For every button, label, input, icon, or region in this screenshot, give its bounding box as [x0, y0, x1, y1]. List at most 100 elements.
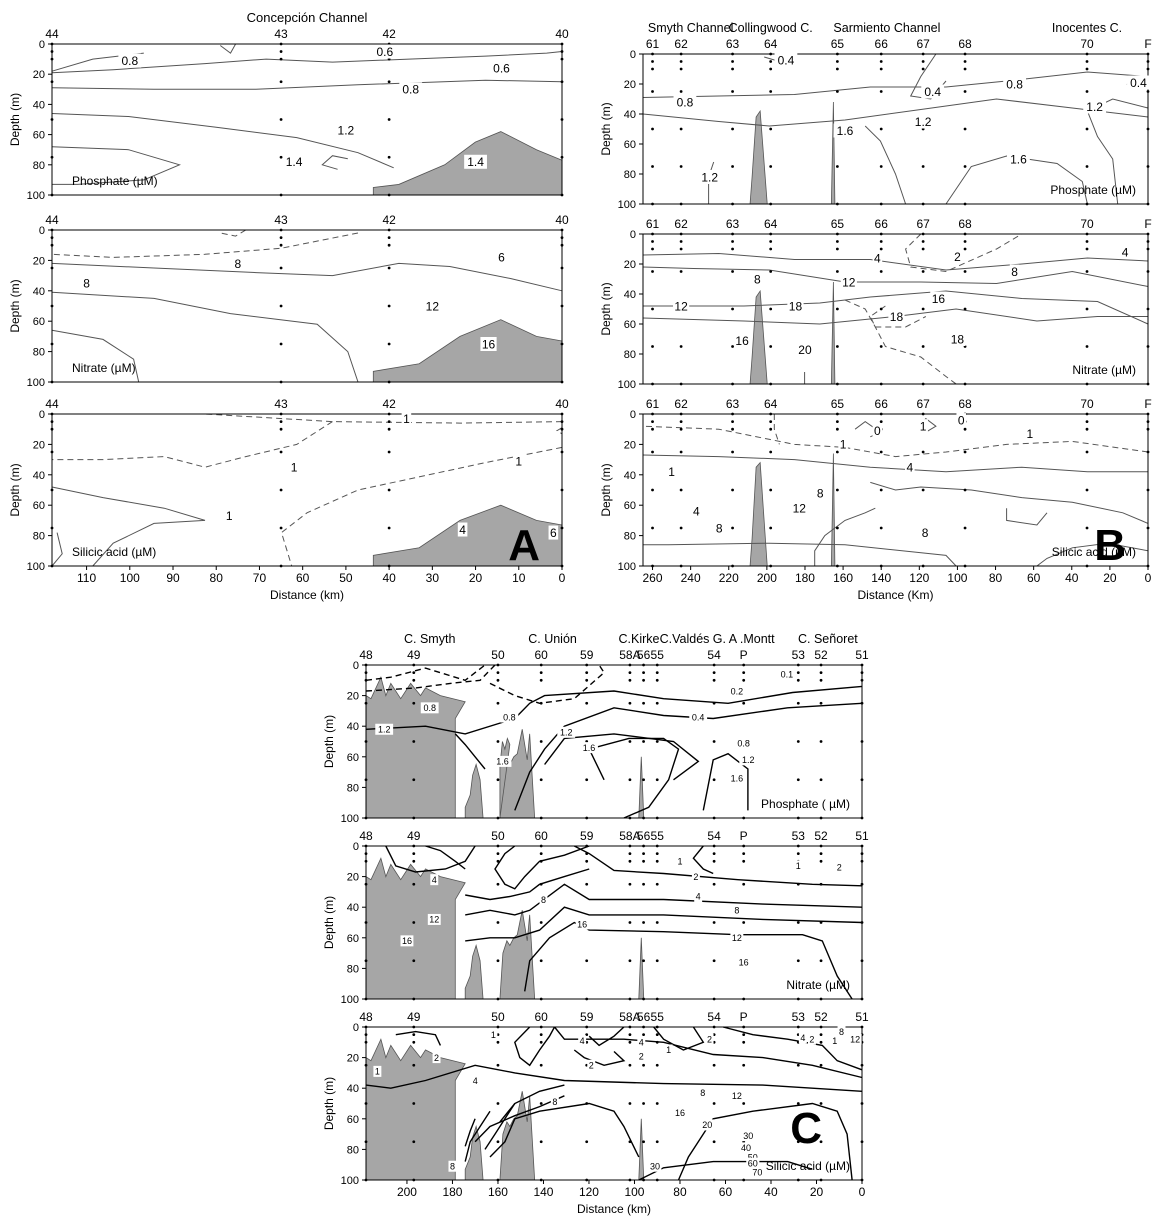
contour-value-label: 1: [403, 412, 410, 426]
sample-point: [651, 488, 654, 492]
station-label: 51: [855, 1010, 869, 1024]
sample-point: [496, 1025, 500, 1029]
y-tick-label: 60: [33, 500, 45, 512]
contour-line: [385, 845, 476, 873]
sample-point: [655, 852, 659, 856]
sample-point: [835, 165, 839, 168]
station-label: 66: [875, 37, 889, 51]
sample-point: [655, 959, 659, 963]
contour-label-bg: [952, 249, 963, 264]
sample-point: [279, 243, 283, 247]
station-label: 70: [1080, 37, 1094, 51]
sample-point: [679, 382, 683, 386]
sample-point: [1146, 247, 1150, 251]
x-tick-label: 80: [210, 571, 224, 585]
contour-value-label: 0.2: [731, 686, 744, 696]
sample-point: [835, 345, 839, 348]
station-label: 67: [916, 397, 930, 411]
sample-point: [921, 307, 925, 311]
sample-point: [742, 1033, 746, 1037]
sample-point: [496, 816, 500, 820]
sample-point: [387, 243, 391, 247]
sample-point: [679, 488, 683, 492]
sample-point: [1146, 420, 1150, 423]
contour-label-bg: [691, 871, 700, 883]
sample-point: [655, 921, 659, 924]
sample-point: [655, 1033, 659, 1037]
sample-point: [412, 1033, 416, 1037]
sample-point: [496, 921, 500, 924]
channel-label: C.Valdés: [660, 632, 710, 646]
sample-point: [387, 412, 391, 416]
sample-point: [279, 526, 283, 530]
sample-point: [642, 1140, 645, 1144]
sample-point: [50, 236, 54, 240]
sample-point: [50, 450, 54, 454]
station-label: 54: [707, 648, 721, 662]
seafloor-terrain: [749, 461, 768, 567]
contour-value-label: 16: [932, 292, 946, 306]
sample-point: [585, 1178, 589, 1182]
sample-point: [412, 816, 416, 820]
station-label: 60: [535, 829, 549, 843]
sample-point: [921, 165, 925, 168]
contour-line: [643, 542, 957, 567]
sample-point: [819, 959, 823, 963]
sample-point: [835, 60, 839, 63]
contour-value-label: 4: [800, 1033, 805, 1043]
contour-label-bg: [838, 437, 848, 452]
sample-point: [279, 155, 283, 159]
seafloor-terrain: [638, 756, 645, 819]
contour-label-bg: [1009, 264, 1020, 279]
sample-point: [628, 678, 632, 682]
contour-value-label: 0.4: [1130, 76, 1147, 90]
sample-point: [712, 740, 716, 743]
sample-point: [539, 1140, 543, 1144]
sample-point: [712, 678, 716, 682]
sample-point: [496, 740, 500, 743]
seafloor-terrain: [499, 1091, 536, 1181]
contour-value-label: 0.8: [423, 703, 436, 713]
station-label: 61: [646, 217, 660, 231]
sample-point: [769, 382, 773, 386]
y-tick-label: 100: [27, 561, 45, 573]
seafloor-terrain: [365, 676, 466, 819]
contour-value-label: 70: [752, 1168, 762, 1178]
contour-label-bg: [807, 1033, 816, 1045]
sample-point: [585, 816, 589, 820]
y-tick-label: 80: [624, 531, 636, 543]
variable-label: Phosphate (µM): [72, 174, 158, 188]
x-tick-label: 120: [579, 1185, 599, 1199]
y-tick-label: 40: [33, 286, 45, 298]
sample-point: [560, 118, 564, 121]
y-tick-label: 100: [27, 190, 45, 202]
sample-point: [585, 678, 589, 682]
y-tick-label: 80: [347, 1144, 359, 1156]
y-tick-label: 80: [33, 531, 45, 543]
sample-point: [769, 202, 773, 206]
sample-point: [412, 921, 416, 924]
sample-point: [655, 1140, 659, 1144]
contour-label-bg: [714, 521, 725, 535]
sample-point: [860, 663, 864, 667]
seafloor-terrain: [365, 1038, 466, 1181]
contour-line: [489, 664, 606, 705]
sample-point: [921, 67, 925, 71]
station-label: 40: [555, 213, 569, 227]
x-tick-label: 0: [559, 571, 566, 585]
sample-point: [769, 52, 773, 56]
sample-point: [560, 57, 564, 61]
station-label: 58A: [619, 829, 640, 843]
sample-point: [1085, 420, 1089, 423]
sample-point: [642, 1063, 645, 1067]
y-tick-label: 40: [347, 721, 359, 733]
contour-line: [642, 71, 1149, 98]
y-axis-label: Depth (m): [8, 93, 22, 146]
variable-label: Nitrate (µM): [1072, 363, 1136, 377]
sample-point: [496, 1140, 500, 1144]
sample-point: [1085, 488, 1089, 492]
contour-value-label: 6: [550, 526, 557, 540]
contour-value-label: 12: [732, 1091, 742, 1101]
contour-value-label: 2: [809, 1034, 814, 1044]
contour-label-bg: [1007, 152, 1030, 166]
